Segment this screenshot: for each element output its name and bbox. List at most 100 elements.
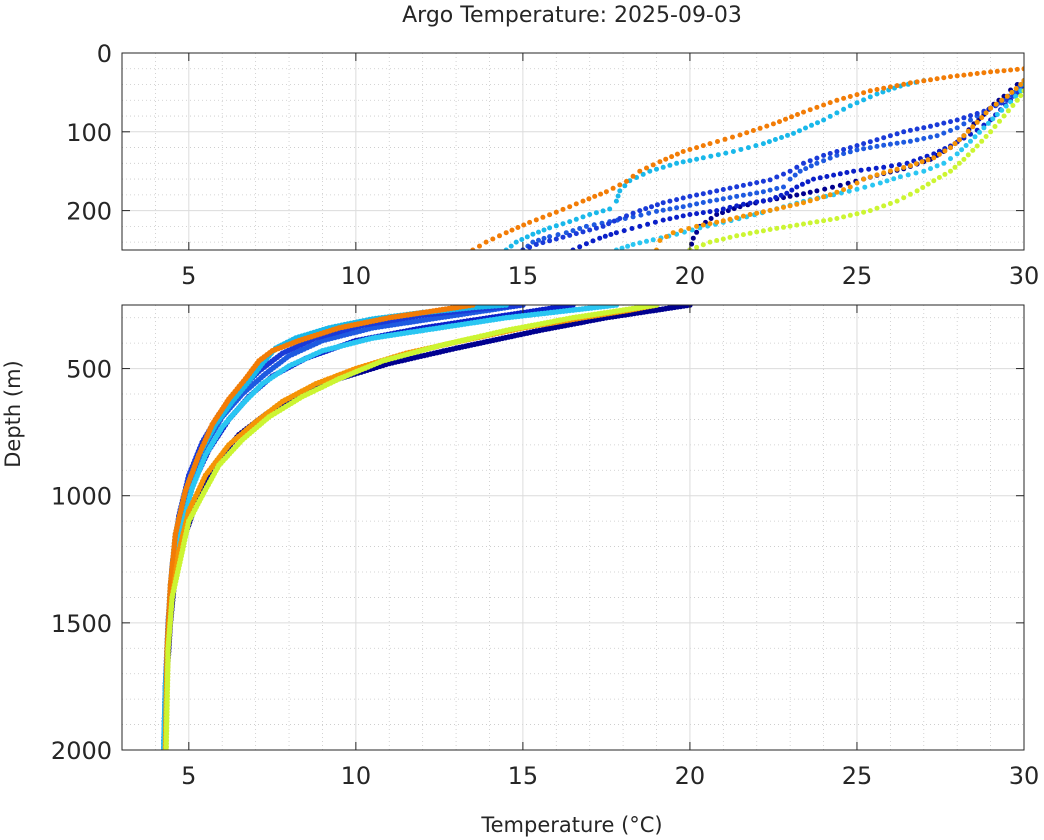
profile-4-point	[567, 232, 573, 238]
profile-7-point	[867, 88, 873, 94]
profile-5-point	[753, 143, 759, 149]
profile-3-point	[781, 184, 786, 190]
profile-4-point	[687, 193, 693, 199]
profile-1-point	[814, 188, 820, 194]
profile-2-point	[590, 238, 596, 244]
y-tick-label: 1500	[51, 610, 112, 638]
profile-8-point	[781, 204, 786, 210]
profile-7-point	[722, 136, 728, 142]
profile-9-point	[694, 244, 700, 250]
profile-9-point	[979, 138, 985, 144]
y-axis-label: Depth (m)	[1, 360, 25, 467]
profile-7-point	[861, 90, 867, 96]
profile-1-point	[708, 216, 714, 221]
profile-9-point	[781, 224, 786, 230]
profile-5-point	[580, 214, 586, 220]
profile-9-point	[834, 216, 840, 221]
profile-5-point	[524, 234, 530, 240]
chart-title: Argo Temperature: 2025-09-03	[402, 3, 742, 28]
profile-7-point	[770, 121, 776, 127]
profile-9-point	[854, 211, 860, 217]
profile-7-point	[617, 182, 623, 188]
profile-8-point	[694, 223, 700, 229]
profile-8-point	[734, 215, 740, 221]
profile-6-point	[990, 116, 996, 122]
profile-7-point	[801, 109, 806, 115]
profile-4-point	[760, 178, 766, 184]
profile-5-point	[513, 239, 519, 245]
profile-2-point	[652, 219, 658, 225]
profile-2-point	[637, 223, 643, 229]
profile-9-point	[734, 233, 740, 239]
profile-5-point	[779, 135, 784, 140]
profile-2-point	[789, 187, 795, 193]
profile-5-point	[660, 164, 666, 170]
profile-2-point	[674, 214, 680, 220]
profile-9-point	[714, 238, 720, 243]
profile-7-point	[477, 243, 482, 249]
profile-5-point	[519, 237, 525, 242]
profile-3-point	[968, 117, 973, 123]
profile-3-point	[874, 143, 880, 149]
upper-series-group	[470, 66, 1024, 250]
profile-1-point	[807, 189, 813, 195]
profile-5-point	[700, 155, 706, 161]
profile-4-point	[861, 141, 867, 147]
profile-2-point	[866, 166, 872, 172]
profile-3-point	[563, 230, 569, 236]
profile-5-point	[600, 208, 606, 214]
profile-7-point	[941, 75, 947, 81]
profile-7-point	[737, 132, 743, 138]
profile-8-point	[678, 228, 684, 234]
profile-7-point	[1021, 66, 1024, 72]
profile-3-point	[792, 172, 798, 178]
profile-3-point	[881, 142, 887, 148]
profile-7-point	[490, 236, 496, 242]
profile-5-point	[573, 216, 579, 222]
profile-5-point	[827, 113, 833, 119]
profile-5-point	[694, 156, 700, 162]
profile-8-point	[1018, 82, 1024, 87]
profile-5-point	[547, 225, 553, 231]
profile-6-point	[913, 170, 919, 176]
profile-7-point	[887, 84, 893, 90]
profile-8-point	[970, 124, 976, 130]
profile-8-point	[654, 247, 659, 250]
profile-9-point	[1018, 93, 1024, 99]
profile-4-point	[600, 223, 606, 229]
profile-7-point	[674, 151, 680, 157]
profile-4-point	[747, 181, 753, 187]
profile-4-point	[560, 234, 566, 240]
profile-5-point	[738, 147, 744, 152]
profile-5-point	[847, 103, 853, 109]
profile-5-point	[723, 150, 729, 156]
upper-axes-box	[121, 52, 1025, 251]
x-tick-label: 10	[341, 262, 372, 290]
profile-4-point	[680, 195, 686, 201]
profile-8-point	[854, 180, 860, 186]
profile-9-point	[1005, 108, 1011, 114]
profile-4-point	[847, 145, 853, 151]
profile-5-point	[815, 120, 820, 126]
profile-4-point	[781, 171, 786, 177]
profile-9-point	[887, 201, 893, 206]
profile-6-point	[650, 237, 656, 243]
profile-9-point	[961, 156, 967, 162]
profile-9-point	[767, 227, 773, 232]
profile-9-point	[867, 208, 873, 214]
profile-2-point	[873, 165, 879, 171]
profile-9-point	[920, 185, 926, 190]
profile-4-point	[948, 119, 953, 125]
profile-7-point	[981, 70, 987, 76]
profile-8-point	[664, 234, 669, 240]
profile-7-point	[700, 143, 706, 149]
profile-4-point	[527, 244, 533, 250]
profile-5-point	[772, 137, 778, 142]
profile-9-point	[847, 212, 853, 218]
profile-4-point	[821, 152, 827, 158]
profile-5-point	[680, 159, 686, 165]
profile-7-point	[715, 139, 720, 144]
profile-3-point	[734, 193, 740, 199]
profile-2-point	[896, 162, 902, 168]
profile-8-point	[861, 176, 867, 182]
